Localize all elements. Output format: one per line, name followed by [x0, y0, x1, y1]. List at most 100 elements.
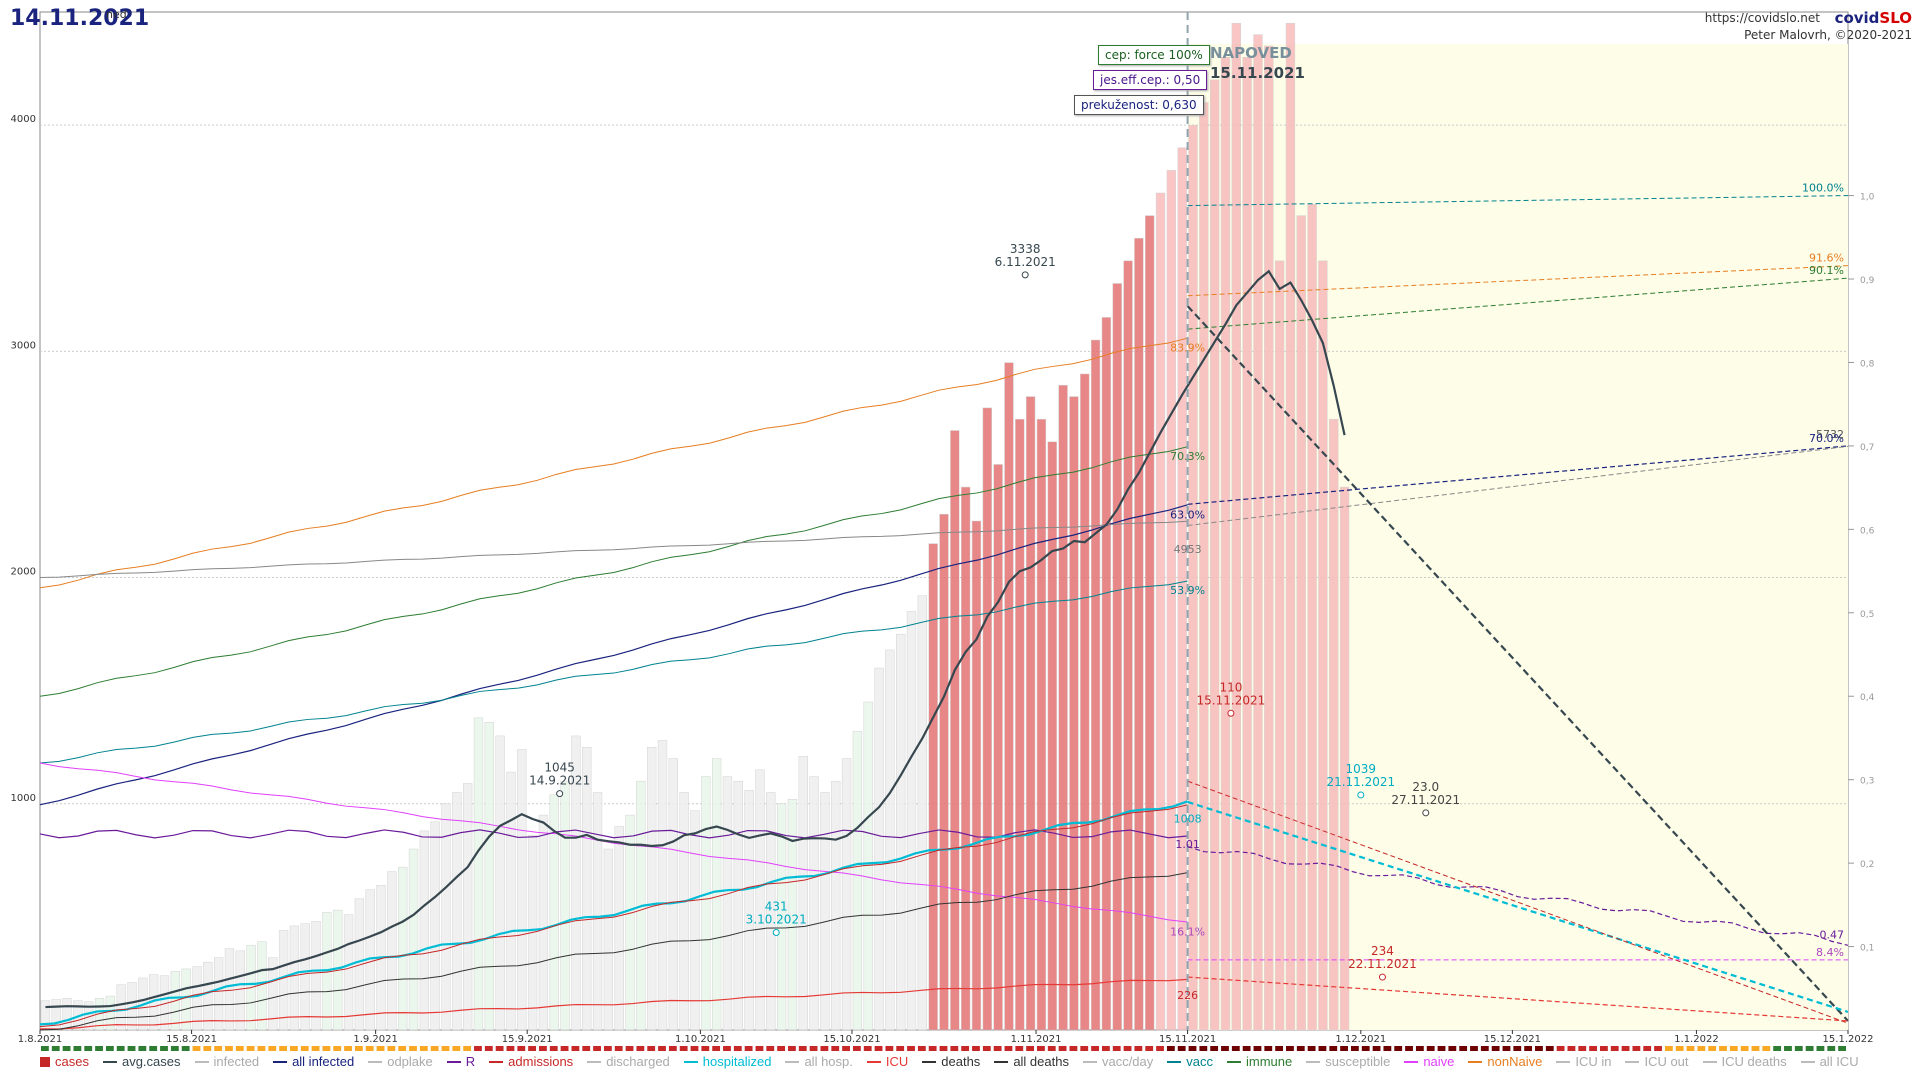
legend-item[interactable]: ICU deaths: [1702, 1054, 1787, 1069]
x-tick-label: 15.1.2022: [1823, 1034, 1874, 1045]
x-tick-label: 15.11.2021: [1159, 1034, 1216, 1045]
day-strip-cell: [441, 1046, 450, 1051]
day-strip-cell: [160, 1046, 168, 1051]
case-bar: [1199, 102, 1209, 1031]
legend-item[interactable]: admissions: [489, 1054, 573, 1069]
brand-logo: covidSLO: [1835, 9, 1912, 27]
day-strip-cell: [1101, 1046, 1110, 1051]
mid-label: 83.9%: [1170, 341, 1205, 354]
day-strip-cell: [723, 1046, 731, 1051]
legend-label: all hosp.: [804, 1054, 853, 1069]
case-bar: [387, 871, 397, 1031]
case-bar: [874, 667, 884, 1031]
legend-label: infected: [213, 1054, 260, 1069]
legend-item[interactable]: vacc/day: [1082, 1054, 1153, 1069]
day-strip-cell: [766, 1046, 775, 1051]
case-bar: [1188, 124, 1198, 1031]
legend-item[interactable]: R: [446, 1054, 475, 1069]
chart-day: ned: [106, 8, 127, 21]
day-strip-cell: [788, 1046, 796, 1051]
admissions-line: [39, 804, 1188, 1028]
case-bar: [408, 848, 419, 1031]
case-bar: [690, 810, 700, 1031]
day-strip-cell: [1210, 1046, 1219, 1051]
case-bar: [1058, 385, 1068, 1031]
legend-swatch: [368, 1060, 383, 1063]
end-label: 90.1%: [1809, 264, 1844, 277]
case-bar: [517, 749, 527, 1031]
param-eff: jes.eff.cep.: 0,50: [1093, 70, 1208, 90]
legend-swatch: [1227, 1060, 1242, 1063]
legend-item[interactable]: avg.cases: [102, 1054, 181, 1069]
legend-item[interactable]: all hosp.: [785, 1054, 853, 1069]
day-strip-cell: [1459, 1046, 1468, 1051]
day-strip-cell: [1069, 1046, 1078, 1051]
case-bar: [1036, 418, 1047, 1031]
legend-item[interactable]: odplake: [368, 1054, 433, 1069]
legend-item[interactable]: ICU: [866, 1054, 908, 1069]
legend-item[interactable]: all ICU: [1800, 1054, 1859, 1069]
day-strip-cell: [1632, 1046, 1641, 1051]
legend-item[interactable]: ICU in: [1556, 1054, 1611, 1069]
day-strip-cell: [1026, 1046, 1035, 1051]
day-strip-cell: [1816, 1046, 1825, 1051]
case-bar: [257, 941, 267, 1031]
day-strip-cell: [1156, 1046, 1164, 1051]
legend-item[interactable]: immune: [1227, 1054, 1292, 1069]
case-bar: [668, 758, 679, 1031]
day-strip-cell: [571, 1046, 580, 1051]
day-strip-cell: [1535, 1046, 1543, 1051]
day-strip-cell: [1123, 1046, 1132, 1051]
case-bar: [1296, 215, 1306, 1031]
day-strip-cell: [484, 1046, 493, 1051]
case-bar: [1015, 418, 1025, 1031]
source-url[interactable]: https://covidslo.net: [1704, 11, 1820, 25]
case-bar: [928, 543, 938, 1031]
legend-swatch: [1625, 1060, 1640, 1063]
legend-item[interactable]: susceptible: [1306, 1054, 1390, 1069]
day-strip-cell: [1589, 1046, 1597, 1051]
day-strip-cell: [1524, 1046, 1533, 1051]
day-strip-cell: [1480, 1046, 1489, 1051]
legend-item[interactable]: cases: [40, 1054, 89, 1069]
legend-item[interactable]: all infected: [273, 1054, 354, 1069]
legend-item[interactable]: infected: [194, 1054, 260, 1069]
legend-item[interactable]: discharged: [587, 1054, 670, 1069]
legend-item[interactable]: all deaths: [994, 1054, 1069, 1069]
legend-item[interactable]: nonNaive: [1468, 1054, 1542, 1069]
case-bar: [419, 830, 429, 1031]
avg-cases-pred: [1186, 305, 1849, 1022]
legend-label: susceptible: [1325, 1054, 1391, 1069]
annotation-date: 22.11.2021: [1348, 957, 1417, 971]
day-strip-cell: [235, 1046, 244, 1051]
day-strip-cell: [625, 1046, 634, 1051]
annotation-date: 3.10.2021: [746, 912, 807, 926]
day-strip-cell: [1654, 1046, 1662, 1051]
day-strip-cell: [1145, 1046, 1154, 1051]
legend-swatch: [194, 1060, 209, 1063]
day-strip-cell: [1773, 1046, 1782, 1051]
case-bar: [701, 776, 711, 1031]
naive-line: [39, 762, 1188, 923]
day-strip-cell: [1372, 1046, 1381, 1051]
annotation-date: 27.11.2021: [1391, 793, 1460, 807]
day-strip-cell: [225, 1046, 233, 1051]
legend-item[interactable]: deaths: [922, 1054, 980, 1069]
legend-item[interactable]: naive: [1404, 1054, 1454, 1069]
case-bar: [766, 792, 776, 1031]
annotation-marker: [556, 790, 564, 798]
legend-label: avg.cases: [121, 1054, 181, 1069]
y-tick-label: 1000: [11, 793, 36, 804]
day-strip-cell: [1166, 1046, 1175, 1051]
legend-swatch: [785, 1060, 800, 1063]
case-bar: [116, 984, 126, 1031]
case-bar: [495, 735, 505, 1031]
day-strip-cell: [647, 1046, 656, 1051]
day-strip-cell: [1827, 1046, 1836, 1051]
legend-item[interactable]: ICU out: [1625, 1054, 1689, 1069]
day-strip-cell: [874, 1046, 883, 1051]
legend-item[interactable]: vacc: [1167, 1054, 1213, 1069]
annotation-value: 1045: [544, 761, 575, 775]
annotation-value: 110: [1219, 680, 1242, 694]
legend-item[interactable]: hospitalized: [683, 1054, 771, 1069]
